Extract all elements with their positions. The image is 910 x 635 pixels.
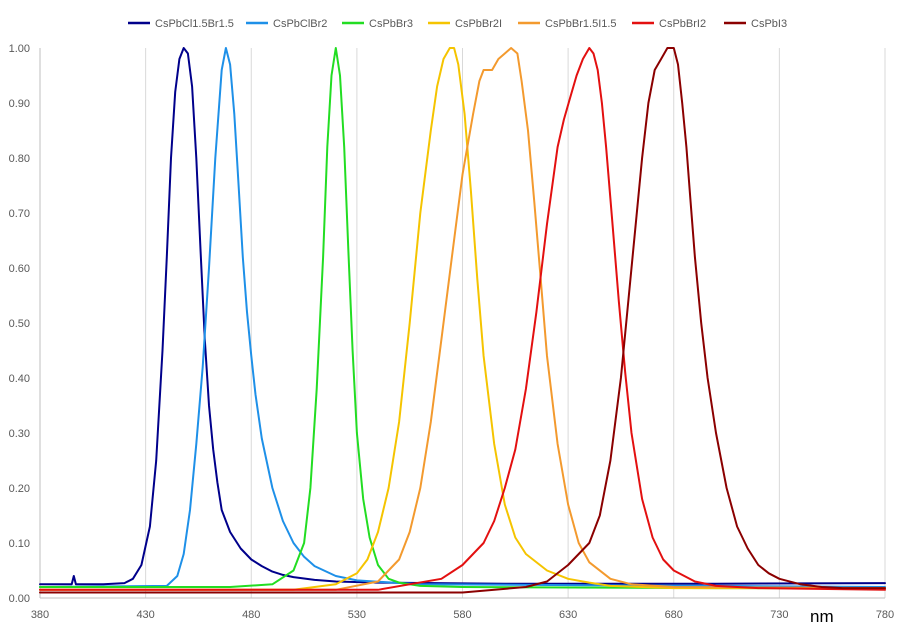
x-tick-label: 680 [665, 609, 683, 621]
y-tick-label: 1.00 [9, 43, 30, 55]
legend-label: CsPbI3 [751, 18, 787, 30]
series-line [39, 47, 886, 591]
legend-label: CsPbBr3 [369, 18, 413, 30]
y-tick-label: 0.90 [9, 98, 30, 110]
legend: CsPbCl1.5Br1.5 CsPbClBr2 CsPbBr3 CsPbBr2I Cs… [128, 18, 787, 30]
y-tick-label: 0.80 [9, 153, 30, 165]
y-tick-label: 0.40 [9, 373, 30, 385]
y-tick-label: 0.30 [9, 428, 30, 440]
legend-label: CsPbClBr2 [273, 18, 327, 30]
legend-label: CsPbBr2I [455, 18, 502, 30]
x-tick-label: 380 [31, 609, 49, 621]
x-axis-unit-label: nm [810, 607, 834, 626]
x-tick-label: 430 [136, 609, 154, 621]
y-tick-label: 0.10 [9, 538, 30, 550]
legend-label: CsPbBr1.5I1.5 [545, 18, 617, 30]
series-line [39, 47, 886, 594]
series-line [39, 47, 886, 591]
series-line [39, 47, 886, 586]
y-tick-label: 0.20 [9, 483, 30, 495]
plot-series [39, 47, 886, 594]
series-line [39, 47, 886, 591]
grid [39, 48, 886, 598]
legend-label: CsPbCl1.5Br1.5 [155, 18, 234, 30]
y-tick-label: 0.00 [9, 593, 30, 605]
x-tick-label: 530 [348, 609, 366, 621]
axes: 380 430 480 530 580 630 680 730 780 0.00 0.10 0.20 0… [9, 43, 895, 621]
x-tick-label: 580 [453, 609, 471, 621]
y-tick-label: 0.60 [9, 263, 30, 275]
x-tick-label: 480 [242, 609, 260, 621]
series-line [39, 47, 886, 588]
x-tick-label: 780 [876, 609, 894, 621]
x-tick-label: 630 [559, 609, 577, 621]
y-tick-label: 0.70 [9, 208, 30, 220]
x-tick-label: 730 [770, 609, 788, 621]
y-tick-label: 0.50 [9, 318, 30, 330]
series-line [39, 47, 886, 590]
legend-label: CsPbBrI2 [659, 18, 706, 30]
